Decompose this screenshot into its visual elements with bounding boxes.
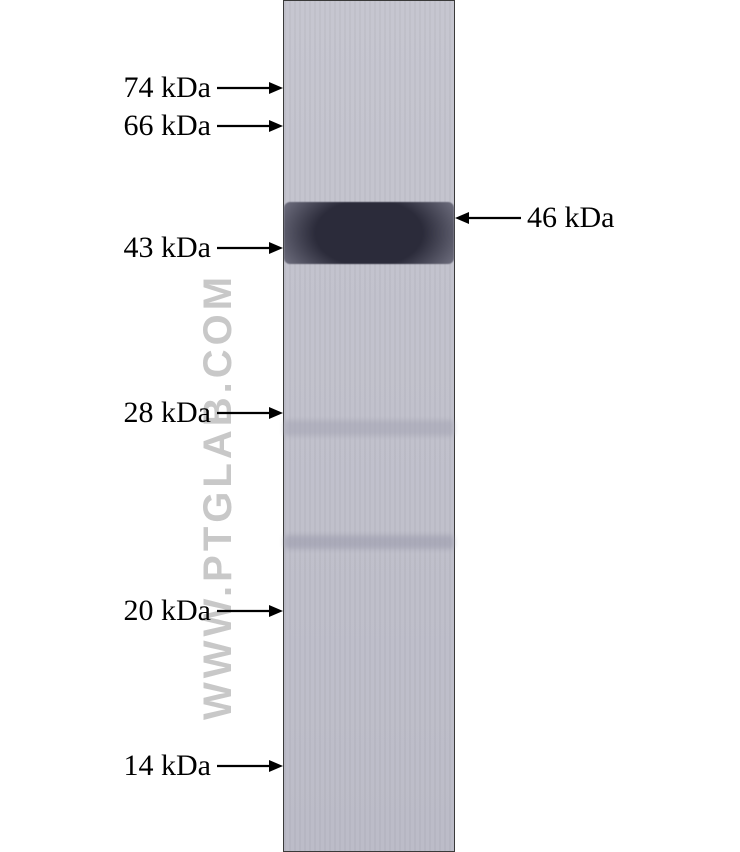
protein-band-faint	[284, 535, 454, 549]
marker-left: 28 kDa	[0, 395, 283, 431]
gel-figure: WWW.PTGLAB.COM 74 kDa 66 kDa 43 kDa 28 k…	[0, 0, 740, 852]
marker-left-label: 14 kDa	[124, 749, 211, 783]
marker-left: 20 kDa	[0, 593, 283, 629]
marker-left: 43 kDa	[0, 230, 283, 266]
marker-left: 66 kDa	[0, 108, 283, 144]
marker-left-label: 20 kDa	[124, 594, 211, 628]
protein-band-faint	[284, 420, 454, 436]
marker-left: 74 kDa	[0, 70, 283, 106]
arrow-left-icon	[455, 210, 521, 226]
marker-left-label: 43 kDa	[124, 231, 211, 265]
arrow-right-icon	[217, 240, 283, 256]
marker-left-label: 66 kDa	[124, 109, 211, 143]
arrow-right-icon	[217, 405, 283, 421]
arrow-right-icon	[217, 80, 283, 96]
arrow-right-icon	[217, 118, 283, 134]
marker-right: 46 kDa	[455, 200, 614, 236]
marker-left-label: 74 kDa	[124, 71, 211, 105]
marker-left-label: 28 kDa	[124, 396, 211, 430]
arrow-right-icon	[217, 603, 283, 619]
protein-band-main	[284, 202, 454, 264]
marker-left: 14 kDa	[0, 748, 283, 784]
arrow-right-icon	[217, 758, 283, 774]
marker-right-label: 46 kDa	[527, 201, 614, 235]
